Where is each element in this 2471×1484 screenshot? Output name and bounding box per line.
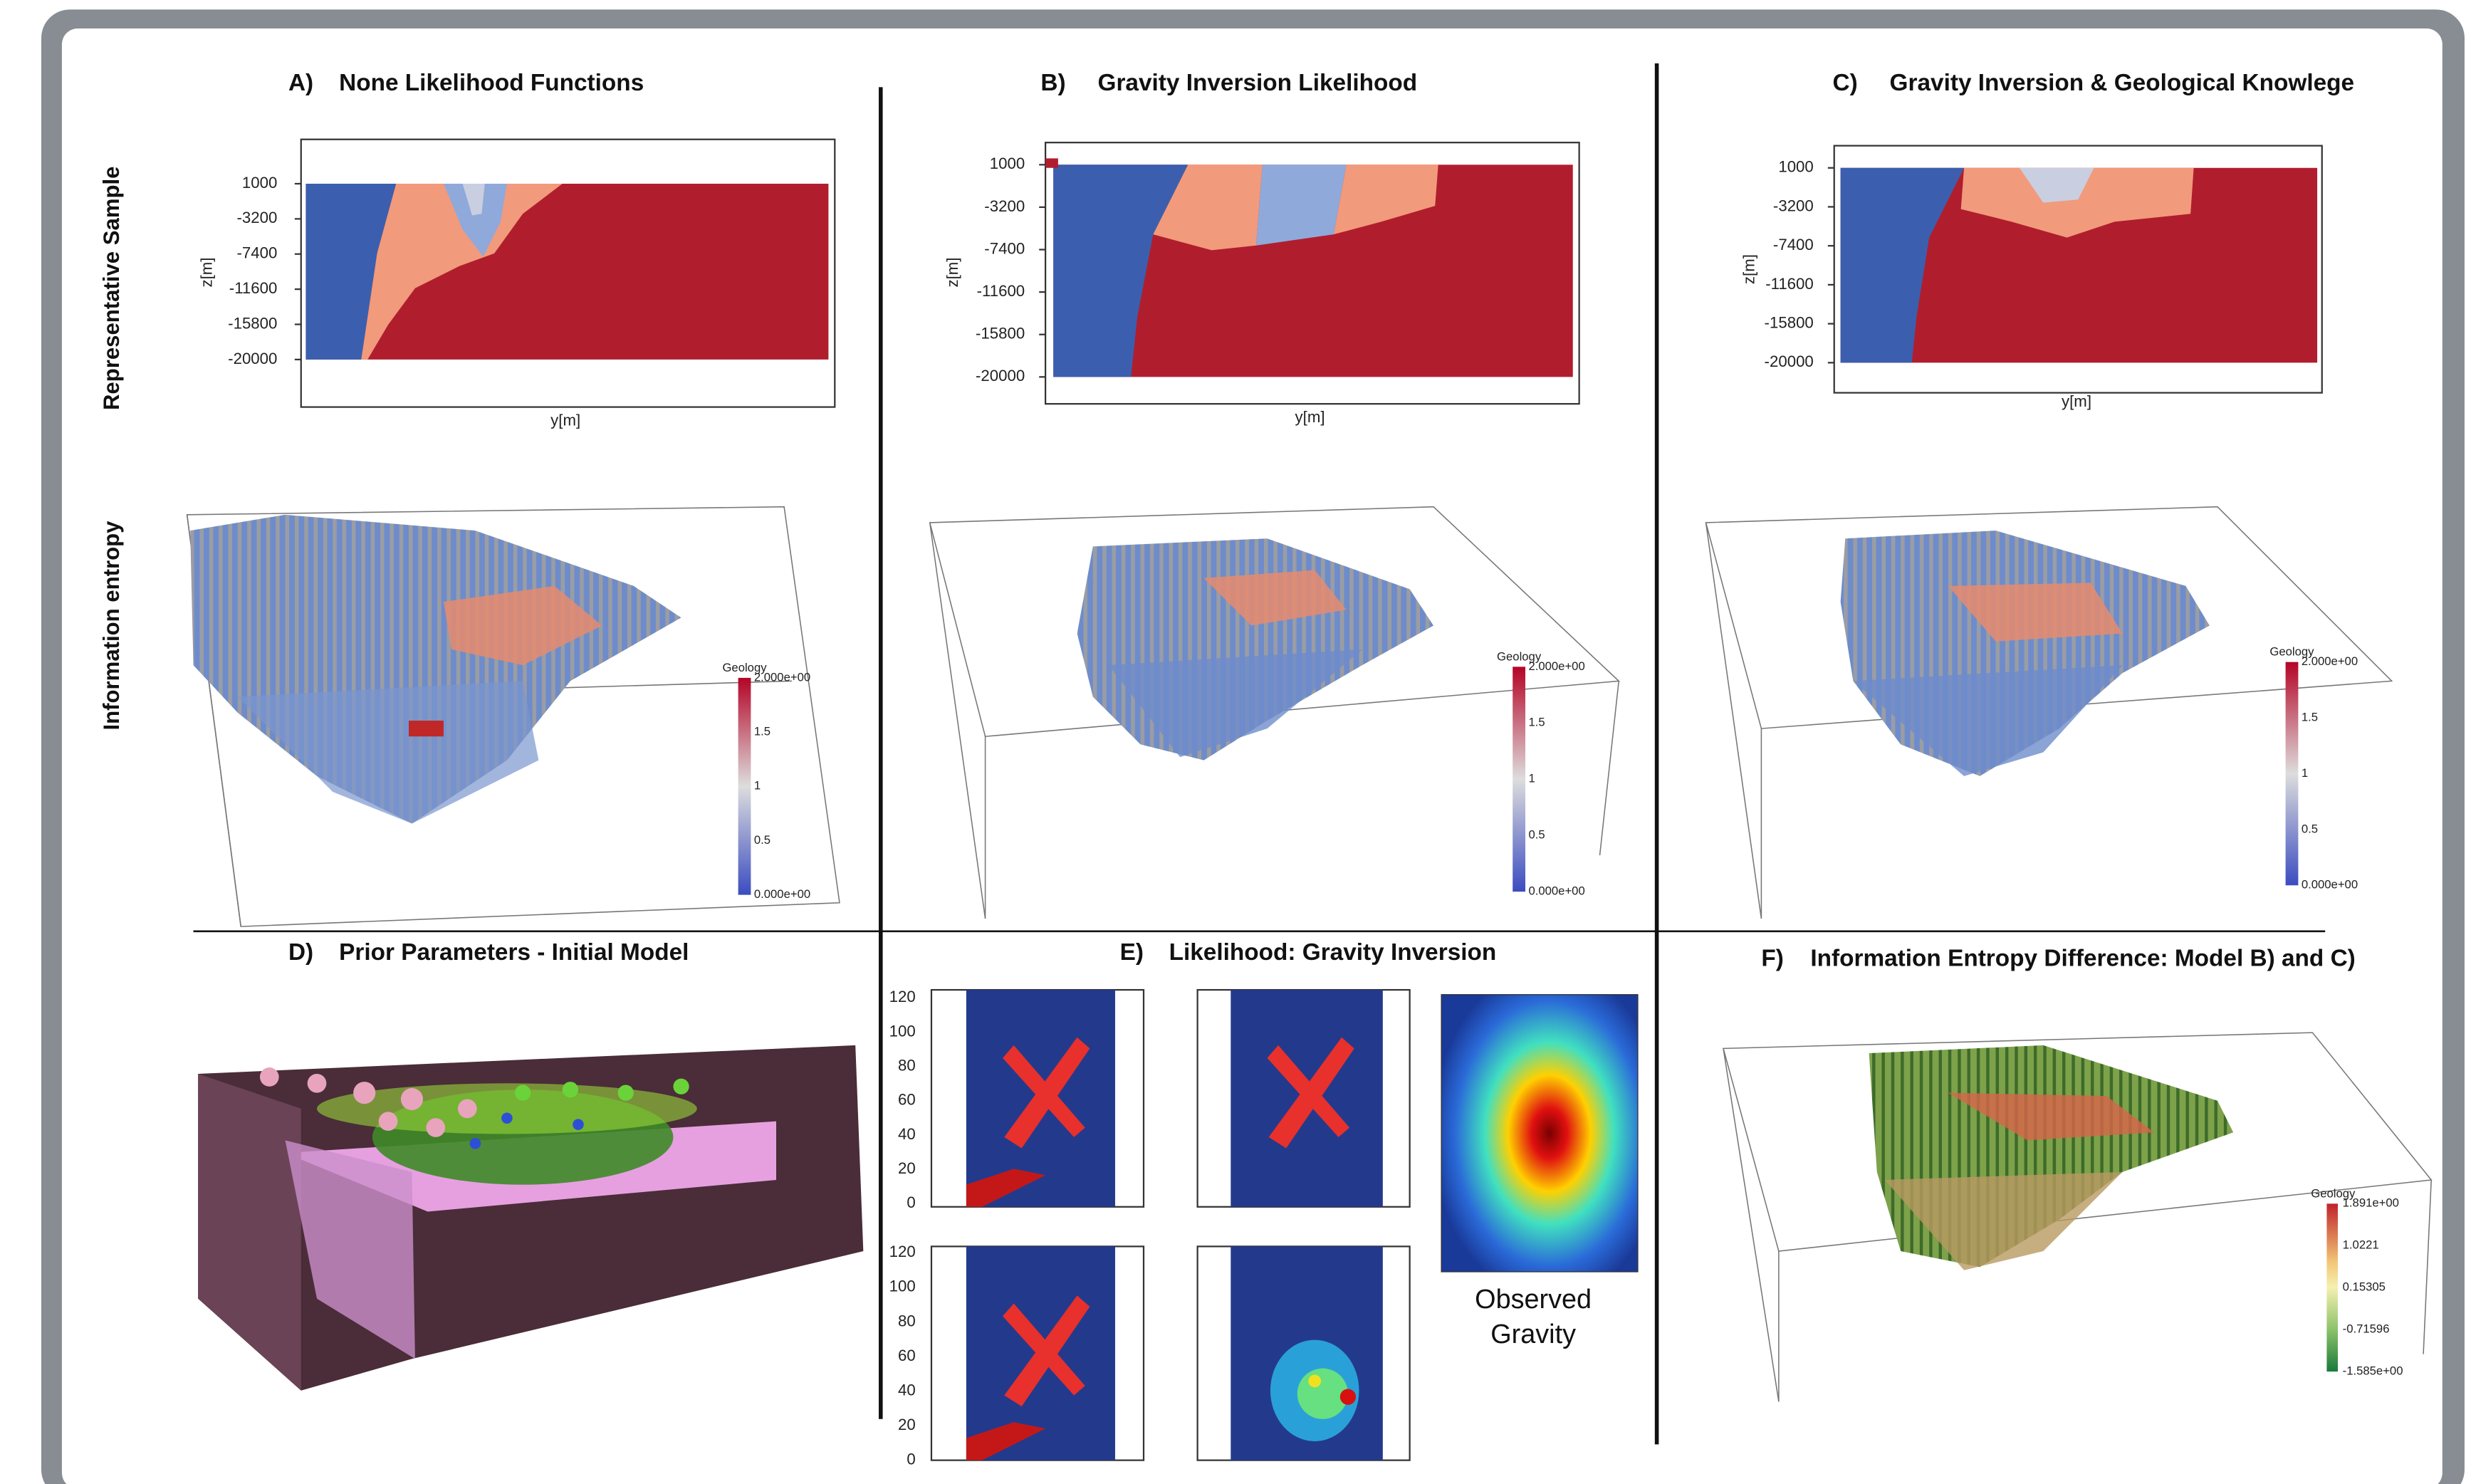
colorbar-label: 1.5 [1528, 716, 1545, 729]
panel-letter: C) [1832, 70, 1857, 96]
colorbar-label: 0.5 [754, 833, 770, 847]
y-tick-label: 1000 [1778, 158, 1813, 176]
colorbar-label: 2.000e+00 [1528, 659, 1584, 673]
panel-title: Gravity Inversion Likelihood [1098, 70, 1418, 96]
x-axis-label: y[m] [2062, 392, 2091, 410]
panel-title: Gravity Inversion & Geological Knowlege [1890, 70, 2355, 96]
y-tick-label: -7400 [1773, 236, 1814, 254]
observed-label: Observed [1475, 1285, 1592, 1315]
y-tick-label: 40 [898, 1125, 916, 1143]
y-tick-label: -11600 [229, 279, 278, 297]
y-tick-label: 20 [898, 1416, 916, 1433]
y-tick-label: -11600 [977, 282, 1025, 300]
row-label: Representative Sample [99, 167, 124, 411]
colorbar [2326, 1203, 2338, 1371]
colorbar-label: 1.5 [2302, 710, 2318, 723]
panel-letter: F) [1761, 946, 1784, 972]
colorbar-label: 1.0221 [2343, 1238, 2379, 1252]
panel-title: Likelihood: Gravity Inversion [1169, 939, 1497, 966]
y-axis-label: z[m] [1740, 254, 1758, 284]
panel-title: None Likelihood Functions [339, 70, 644, 96]
y-tick-label: -3200 [1773, 197, 1814, 214]
colorbar [738, 678, 751, 895]
panel-letter: B) [1040, 70, 1065, 96]
y-tick-label: 80 [898, 1312, 916, 1329]
y-tick-label: -20000 [228, 350, 277, 367]
colorbar-label: 1.891e+00 [2343, 1196, 2399, 1210]
colorbar-label: 2.000e+00 [2302, 654, 2358, 668]
panel-letter: E) [1120, 939, 1144, 966]
colorbar [2286, 662, 2299, 886]
colorbar [1513, 667, 1525, 892]
y-axis-label: z[m] [197, 258, 215, 288]
colorbar-label: 0.5 [1528, 828, 1545, 842]
row-label: Information entropy [99, 521, 124, 731]
colorbar-label: 0.000e+00 [2302, 878, 2358, 892]
colorbar-label: 0.5 [2302, 822, 2318, 835]
colorbar-label: 1 [754, 779, 761, 793]
colorbar-label: -1.585e+00 [2343, 1364, 2403, 1377]
colorbar-label: 2.000e+00 [754, 670, 810, 684]
y-tick-label: -15800 [1765, 313, 1814, 331]
colorbar-label: 1 [1528, 772, 1535, 785]
observed-label: Gravity [1490, 1320, 1576, 1349]
y-tick-label: 80 [898, 1056, 916, 1074]
y-tick-label: -7400 [237, 244, 278, 262]
colorbar-label: 0.000e+00 [754, 887, 810, 901]
y-tick-label: 1000 [990, 155, 1025, 172]
colorbar-label: 0.000e+00 [1528, 884, 1584, 898]
y-tick-label: -3200 [237, 209, 278, 226]
panel-letter: A) [288, 70, 313, 96]
y-tick-label: 0 [907, 1451, 915, 1468]
y-tick-label: 100 [889, 1022, 916, 1040]
colorbar-label: -0.71596 [2343, 1322, 2390, 1336]
y-tick-label: 40 [898, 1381, 916, 1399]
y-tick-label: -15800 [976, 325, 1025, 343]
figure: Representative Sample Information entrop… [0, 0, 2471, 1484]
panel-title: Prior Parameters - Initial Model [339, 939, 689, 966]
y-tick-label: -11600 [1765, 275, 1814, 293]
x-axis-label: y[m] [550, 411, 580, 429]
y-tick-label: 1000 [242, 174, 277, 192]
y-tick-label: 0 [907, 1193, 915, 1211]
y-tick-label: -20000 [976, 367, 1025, 385]
x-axis-label: y[m] [1295, 408, 1325, 426]
y-tick-label: -7400 [984, 239, 1025, 257]
colorbar-label: 1 [2302, 766, 2308, 780]
y-tick-label: 120 [889, 988, 916, 1005]
y-tick-label: -15800 [228, 314, 277, 332]
panel-title: Information Entropy Difference: Model B)… [1810, 946, 2355, 972]
y-axis-label: z[m] [944, 258, 961, 288]
cross-section [1834, 146, 2322, 393]
y-tick-label: 20 [898, 1159, 916, 1177]
colorbar-label: 1.5 [754, 725, 770, 738]
y-tick-label: 60 [898, 1347, 916, 1364]
y-tick-label: 60 [898, 1091, 916, 1109]
y-tick-label: -3200 [984, 197, 1025, 215]
colorbar-label: 0.15305 [2343, 1280, 2386, 1294]
y-tick-label: -20000 [1765, 352, 1814, 370]
y-tick-label: 100 [889, 1277, 916, 1295]
panel-letter: D) [288, 939, 313, 966]
y-tick-label: 120 [889, 1243, 916, 1260]
cross-section [1045, 142, 1579, 404]
